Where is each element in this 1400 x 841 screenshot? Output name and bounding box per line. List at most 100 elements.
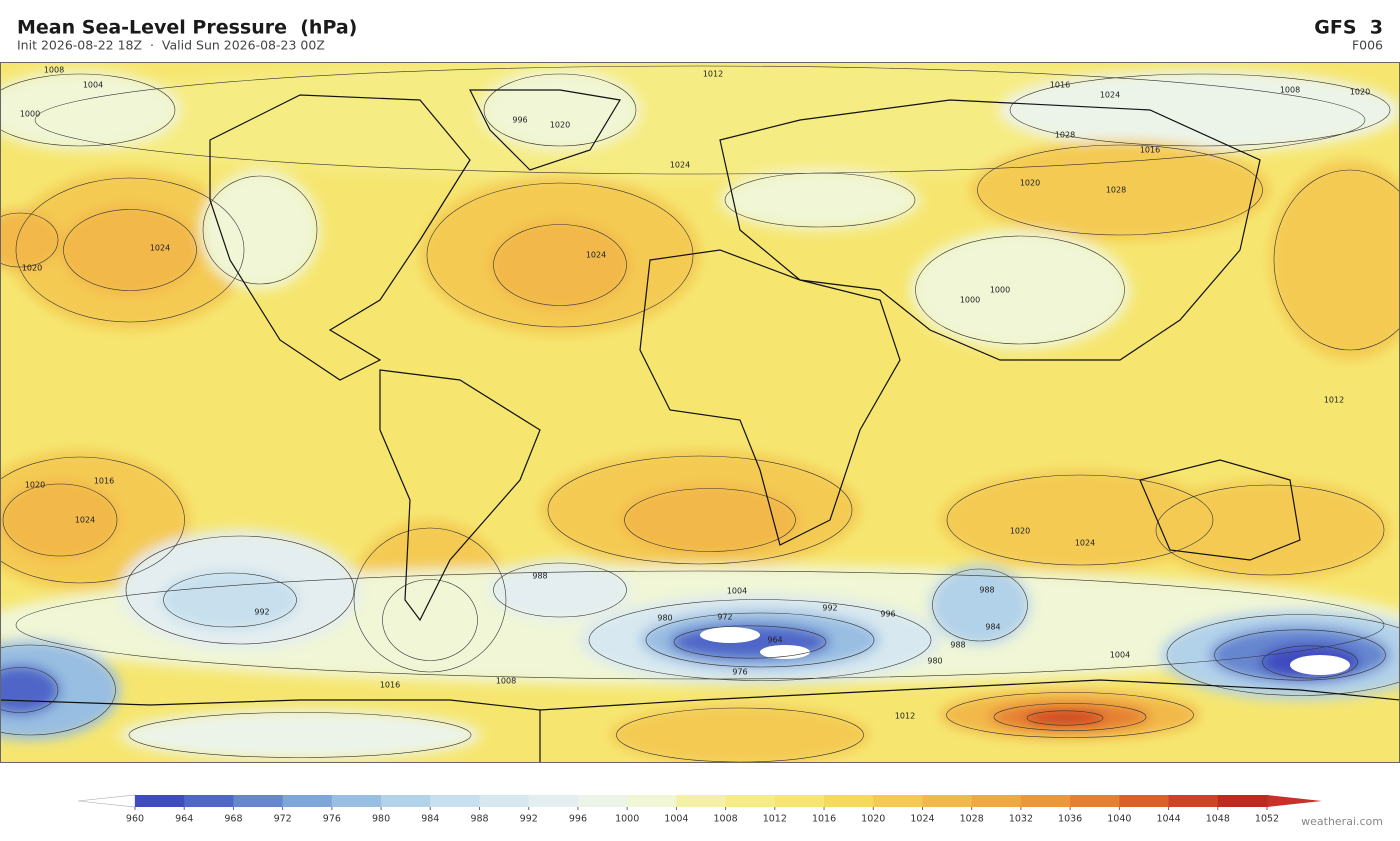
contour-label: 1008 (1280, 86, 1300, 95)
contour-label: 996 (512, 116, 527, 125)
contour-label: 1004 (1110, 651, 1130, 660)
contour-line (163, 572, 297, 628)
colorbar-tick-label: 1036 (1058, 814, 1082, 825)
contour-line (0, 456, 185, 584)
contour-label: 1020 (25, 481, 45, 490)
colorbar-bin (1020, 795, 1071, 807)
contour-line (15, 177, 245, 323)
contour-label: 1016 (94, 477, 114, 486)
contour-line (0, 73, 176, 147)
contour-line (34, 65, 1366, 175)
contour-line (128, 712, 472, 758)
colorbar-bin (971, 795, 1022, 807)
contour-line (1166, 614, 1400, 696)
colorbar-bin (725, 795, 776, 807)
contour-line (2, 483, 118, 557)
contour-label: 964 (767, 636, 782, 645)
contour-line (202, 175, 318, 285)
contour-label: 1024 (1100, 91, 1120, 100)
pressure-area (970, 140, 1270, 240)
contour-line (426, 182, 694, 328)
contour-line (493, 562, 627, 618)
contour-label: 988 (532, 572, 547, 581)
pressure-area (1150, 480, 1390, 580)
contour-line (993, 703, 1147, 731)
contours (0, 65, 1400, 763)
contour-line (382, 579, 478, 661)
contour-label: 1028 (1055, 131, 1075, 140)
colorbar-bin (1119, 795, 1170, 807)
colorbar-bin (528, 795, 579, 807)
colorbar-tick-label: 976 (323, 814, 341, 825)
colorbar-bin (1217, 795, 1268, 807)
contour-label: 1024 (586, 251, 606, 260)
contour-label: 1020 (1350, 88, 1370, 97)
contour-label: 1016 (1140, 146, 1160, 155)
contour-line (673, 625, 827, 659)
contour-label: 1000 (990, 286, 1010, 295)
model-name: GFS 3 (1314, 17, 1383, 39)
colorbar-bin (774, 795, 825, 807)
contour-label: 1020 (550, 121, 570, 130)
pressure-area (760, 645, 810, 659)
credit: weatherai.com (1301, 815, 1383, 828)
pressure-area (120, 710, 480, 760)
contour-line (977, 144, 1263, 236)
colorbar-bin (627, 795, 677, 807)
pressure-area (720, 170, 920, 230)
colorbar-tick-label: 1012 (763, 814, 787, 825)
contour-line (63, 209, 197, 291)
contour-line (483, 73, 637, 147)
pressure-area (1270, 160, 1400, 360)
colorbar-bin (479, 795, 530, 807)
colorbar-bin (577, 795, 628, 807)
colorbar-tick-label: 980 (372, 814, 390, 825)
contour-line (724, 172, 916, 228)
colorbar-tick-label: 988 (470, 814, 488, 825)
coastline (539, 679, 1400, 763)
colorbar-bin (233, 795, 284, 807)
coastline (379, 369, 541, 622)
title: Mean Sea-Level Pressure (hPa) (17, 17, 357, 39)
contour-line (946, 474, 1214, 566)
colorbar-tick-label: 1020 (861, 814, 885, 825)
pressure-area (1290, 655, 1350, 675)
colorbar-tick-label: 992 (520, 814, 538, 825)
colorbar-bin (824, 795, 874, 807)
contour-line (588, 599, 932, 681)
contour-label: 1012 (1324, 396, 1344, 405)
colorbar-tick-label: 972 (274, 814, 292, 825)
pressure-area (1025, 710, 1105, 726)
contour-line (353, 527, 507, 673)
colorbar-under (77, 794, 136, 808)
colorbar-tick-label: 1052 (1255, 814, 1279, 825)
colorbar-tick-label: 964 (175, 814, 193, 825)
pressure-area (200, 170, 320, 290)
pressure-area (490, 560, 630, 620)
colorbar-tick-label: 1008 (714, 814, 738, 825)
colorbar-tick-label: 1004 (664, 814, 688, 825)
colorbar-bin (135, 795, 185, 807)
colorbar-bin (922, 795, 973, 807)
coastline (469, 89, 621, 171)
contour-line (1262, 645, 1358, 679)
contour-line (1214, 629, 1386, 681)
coastline (209, 94, 471, 381)
subtitle: Init 2026-08-22 18Z · Valid Sun 2026-08-… (17, 38, 325, 53)
forecast-step: F006 (1352, 38, 1383, 53)
colorbar-over (1267, 795, 1322, 807)
pressure-area (610, 705, 870, 763)
colorbar: 960 964 968 972 976 980 984 988 992 996 1000 1004 10… (77, 794, 1322, 825)
coastline (0, 699, 541, 711)
pressure-area (1000, 70, 1400, 150)
contour-label: 1024 (1075, 539, 1095, 548)
contour-label: 988 (950, 641, 965, 650)
pressure-area (160, 570, 300, 630)
contour-line (0, 212, 59, 268)
colorbar-tick-label: 1044 (1156, 814, 1180, 825)
contour-label: 1020 (22, 264, 42, 273)
contour-label: 1028 (1106, 186, 1126, 195)
pressure-area (700, 627, 760, 643)
contour-label: 980 (657, 614, 672, 623)
contour-line (1273, 169, 1400, 351)
